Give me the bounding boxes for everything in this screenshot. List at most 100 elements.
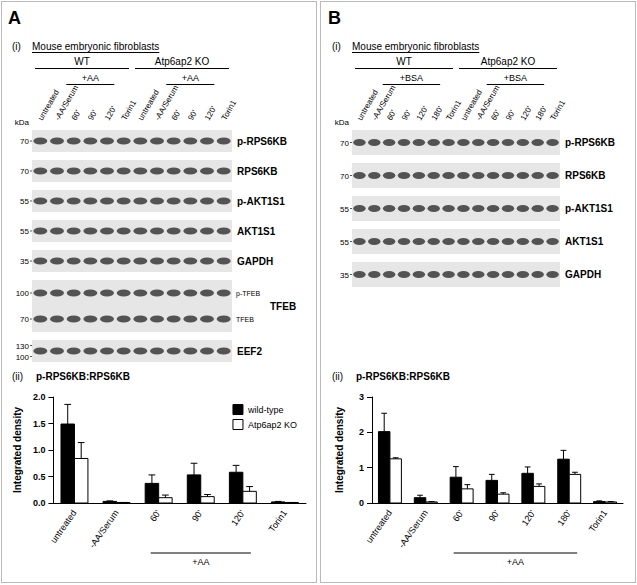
svg-text:-AA/Serum: -AA/Serum	[53, 83, 81, 122]
svg-text:untreated: untreated	[49, 508, 79, 545]
svg-text:-AA/Serum: -AA/Serum	[153, 83, 181, 122]
svg-text:60': 60'	[451, 508, 466, 524]
svg-text:0: 0	[359, 498, 364, 508]
svg-text:90': 90'	[86, 108, 99, 122]
svg-text:AKT1S1: AKT1S1	[237, 226, 276, 237]
svg-text:B: B	[328, 8, 341, 28]
svg-text:90': 90'	[504, 108, 517, 122]
svg-text:70: 70	[340, 172, 349, 181]
svg-text:p-RPS6KB: p-RPS6KB	[237, 136, 287, 147]
svg-text:Atp6ap2 KO: Atp6ap2 KO	[481, 56, 536, 67]
svg-text:180': 180'	[556, 508, 574, 528]
svg-text:180': 180'	[534, 104, 549, 122]
svg-text:120': 120'	[520, 508, 538, 528]
svg-text:+AA: +AA	[507, 557, 524, 567]
svg-text:Torin1: Torin1	[220, 98, 239, 122]
svg-text:55: 55	[20, 197, 29, 206]
svg-text:A: A	[8, 8, 21, 28]
svg-text:120': 120'	[229, 508, 247, 528]
svg-text:GAPDH: GAPDH	[565, 269, 601, 280]
svg-text:(i): (i)	[12, 41, 21, 52]
svg-text:Torin1: Torin1	[267, 508, 289, 534]
svg-text:+AA: +AA	[82, 73, 99, 83]
svg-text:untreated: untreated	[364, 508, 394, 545]
svg-text:+BSA: +BSA	[504, 73, 527, 83]
svg-text:2.0: 2.0	[33, 392, 46, 402]
svg-text:1.0: 1.0	[33, 445, 46, 455]
svg-text:TFEB: TFEB	[236, 316, 254, 323]
svg-text:60': 60'	[489, 108, 502, 122]
svg-text:+AA: +AA	[192, 557, 209, 567]
svg-text:RPS6KB: RPS6KB	[237, 166, 278, 177]
svg-text:Torin1: Torin1	[445, 98, 464, 122]
svg-text:60': 60'	[148, 508, 163, 524]
svg-text:-AA/Serum: -AA/Serum	[87, 508, 120, 550]
svg-text:60': 60'	[170, 108, 183, 122]
svg-text:p-TFEB: p-TFEB	[236, 290, 260, 298]
svg-text:Integrated density: Integrated density	[334, 407, 345, 494]
svg-text:3: 3	[359, 392, 364, 402]
svg-text:1.5: 1.5	[33, 419, 46, 429]
svg-text:(ii): (ii)	[12, 371, 23, 382]
svg-text:55: 55	[20, 227, 29, 236]
svg-text:130: 130	[16, 342, 30, 351]
svg-text:70: 70	[340, 139, 349, 148]
svg-text:kDa: kDa	[335, 118, 350, 127]
svg-text:WT: WT	[396, 56, 412, 67]
svg-text:120': 120'	[103, 104, 118, 122]
svg-text:90': 90'	[186, 108, 199, 122]
svg-text:90': 90'	[190, 508, 205, 524]
svg-text:35: 35	[340, 271, 349, 280]
svg-text:120': 120'	[203, 104, 218, 122]
svg-text:Torin1: Torin1	[549, 98, 568, 122]
svg-text:RPS6KB: RPS6KB	[565, 170, 606, 181]
svg-text:+AA: +AA	[182, 73, 199, 83]
svg-text:60': 60'	[385, 108, 398, 122]
svg-text:1: 1	[359, 463, 364, 473]
svg-text:60': 60'	[70, 108, 83, 122]
svg-text:p-AKT1S1: p-AKT1S1	[565, 203, 613, 214]
svg-text:untreated: untreated	[36, 88, 61, 122]
svg-text:p-AKT1S1: p-AKT1S1	[237, 196, 285, 207]
svg-text:Mouse embryonic fibroblasts: Mouse embryonic fibroblasts	[352, 41, 479, 52]
svg-text:kDa: kDa	[15, 118, 30, 127]
svg-text:Torin1: Torin1	[587, 508, 609, 534]
svg-text:70: 70	[20, 137, 29, 146]
svg-text:(ii): (ii)	[332, 371, 343, 382]
svg-text:Atp6ap2 KO: Atp6ap2 KO	[155, 56, 210, 67]
svg-text:70: 70	[20, 167, 29, 176]
svg-text:WT: WT	[74, 56, 90, 67]
svg-text:100: 100	[16, 353, 30, 362]
svg-text:-AA/Serum: -AA/Serum	[370, 83, 398, 122]
svg-text:Atp6ap2 KO: Atp6ap2 KO	[248, 420, 297, 430]
svg-text:GAPDH: GAPDH	[237, 256, 273, 267]
svg-text:+BSA: +BSA	[400, 73, 423, 83]
svg-text:-AA/Serum: -AA/Serum	[396, 508, 429, 550]
svg-text:Mouse embryonic fibroblasts: Mouse embryonic fibroblasts	[32, 41, 159, 52]
svg-text:35: 35	[20, 257, 29, 266]
svg-text:120': 120'	[415, 104, 430, 122]
svg-text:AKT1S1: AKT1S1	[565, 236, 604, 247]
svg-text:2: 2	[359, 427, 364, 437]
svg-text:55: 55	[340, 238, 349, 247]
svg-text:55: 55	[340, 205, 349, 214]
svg-text:p-RPS6KB: p-RPS6KB	[565, 137, 615, 148]
svg-text:EEF2: EEF2	[237, 346, 262, 357]
svg-text:TFEB: TFEB	[270, 301, 296, 312]
svg-text:wild-type: wild-type	[247, 405, 284, 415]
svg-text:90': 90'	[487, 508, 502, 524]
svg-text:70: 70	[20, 315, 29, 324]
svg-text:untreated: untreated	[136, 88, 161, 122]
svg-text:0.5: 0.5	[33, 472, 46, 482]
svg-text:90': 90'	[400, 108, 413, 122]
svg-text:Integrated density: Integrated density	[12, 407, 23, 494]
svg-text:180': 180'	[430, 104, 445, 122]
svg-text:0.0: 0.0	[33, 498, 46, 508]
svg-text:100: 100	[16, 289, 30, 298]
svg-text:Torin1: Torin1	[120, 98, 139, 122]
svg-text:-AA/Serum: -AA/Serum	[474, 83, 502, 122]
svg-text:p-RPS6KB:RPS6KB: p-RPS6KB:RPS6KB	[356, 371, 450, 382]
svg-text:untreated: untreated	[355, 88, 380, 122]
svg-text:untreated: untreated	[459, 88, 484, 122]
svg-text:p-RPS6KB:RPS6KB: p-RPS6KB:RPS6KB	[36, 371, 130, 382]
